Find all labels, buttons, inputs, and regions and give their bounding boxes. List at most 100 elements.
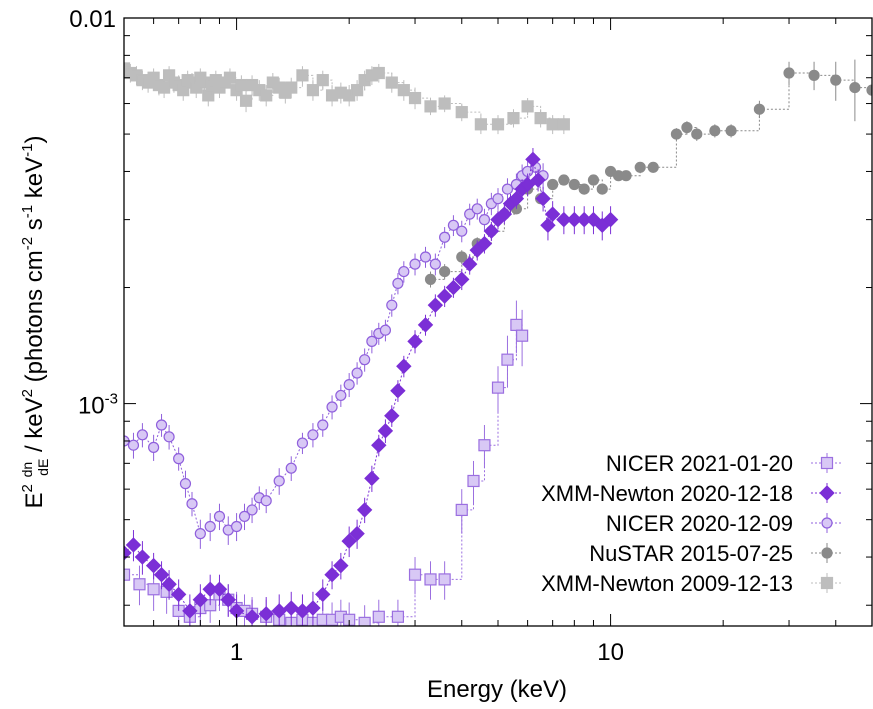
data-point bbox=[124, 545, 132, 561]
data-point bbox=[808, 69, 820, 81]
data-point bbox=[349, 525, 365, 542]
data-point bbox=[296, 437, 309, 449]
data-point bbox=[491, 118, 505, 131]
data-point bbox=[296, 69, 309, 82]
data-point bbox=[333, 557, 349, 574]
series-1-line bbox=[124, 159, 611, 618]
data-point bbox=[596, 183, 608, 195]
data-point bbox=[530, 172, 546, 188]
data-point bbox=[372, 610, 385, 623]
data-point bbox=[691, 128, 703, 140]
data-point bbox=[391, 610, 405, 623]
data-point bbox=[753, 103, 766, 115]
data-point bbox=[510, 318, 523, 331]
data-point bbox=[397, 84, 410, 97]
data-point bbox=[194, 528, 206, 540]
legend-item: XMM-Newton 2009-12-13 bbox=[541, 571, 843, 596]
data-point bbox=[471, 203, 483, 215]
data-point bbox=[429, 258, 441, 270]
data-point bbox=[461, 256, 478, 272]
data-point bbox=[436, 288, 453, 304]
data-point bbox=[384, 408, 400, 424]
legend-item: NICER 2021-01-20 bbox=[606, 451, 843, 476]
data-point bbox=[343, 379, 355, 391]
data-point bbox=[127, 439, 140, 451]
data-point bbox=[709, 125, 721, 137]
data-point bbox=[271, 603, 287, 619]
legend-label: NuSTAR 2015-07-25 bbox=[589, 541, 793, 566]
data-point bbox=[424, 573, 437, 586]
data-point bbox=[439, 265, 451, 278]
data-point bbox=[516, 329, 529, 342]
data-point bbox=[438, 97, 451, 110]
data-point bbox=[364, 470, 380, 487]
data-point bbox=[385, 76, 398, 89]
data-point bbox=[213, 510, 226, 522]
legend-label: XMM-Newton 2020-12-18 bbox=[541, 481, 793, 506]
x-axis-title: Energy (keV) bbox=[427, 676, 567, 703]
data-point bbox=[153, 566, 170, 583]
data-point bbox=[326, 401, 338, 413]
data-point bbox=[496, 206, 513, 222]
data-point bbox=[396, 358, 412, 374]
data-point bbox=[455, 106, 468, 119]
data-point bbox=[220, 592, 236, 608]
data-point bbox=[830, 74, 842, 86]
data-point bbox=[544, 206, 561, 222]
series-layer bbox=[124, 35, 872, 626]
legend-marker bbox=[820, 456, 834, 470]
data-point bbox=[568, 178, 580, 191]
data-point bbox=[525, 151, 541, 168]
data-point bbox=[483, 223, 500, 239]
legend-item: NuSTAR 2015-07-25 bbox=[589, 541, 843, 566]
x-tick-label: 1 bbox=[230, 639, 243, 666]
data-point bbox=[223, 71, 237, 84]
data-point bbox=[125, 537, 142, 553]
data-point bbox=[438, 573, 451, 586]
data-point bbox=[454, 271, 470, 288]
data-point bbox=[258, 606, 274, 622]
data-point bbox=[379, 324, 392, 336]
data-point bbox=[670, 128, 683, 140]
data-point bbox=[351, 367, 363, 379]
data-point bbox=[866, 84, 872, 96]
series-3-line bbox=[430, 72, 872, 280]
data-point bbox=[455, 503, 468, 517]
series-3 bbox=[424, 35, 872, 288]
data-point bbox=[317, 419, 329, 431]
data-point bbox=[409, 258, 421, 270]
data-point bbox=[407, 333, 423, 350]
data-point bbox=[260, 89, 273, 102]
data-point bbox=[408, 91, 422, 105]
legend-item: NICER 2020-12-09 bbox=[606, 511, 843, 536]
data-point bbox=[145, 557, 162, 574]
data-point bbox=[133, 578, 146, 591]
data-point bbox=[179, 478, 192, 490]
data-point bbox=[681, 121, 693, 134]
data-point bbox=[535, 190, 551, 207]
y-tick-label: 0.01 bbox=[69, 6, 116, 33]
data-point bbox=[647, 161, 659, 173]
legend-label: XMM-Newton 2009-12-13 bbox=[541, 571, 793, 596]
data-point bbox=[235, 78, 248, 92]
data-point bbox=[134, 549, 151, 565]
data-point bbox=[556, 211, 572, 228]
data-point bbox=[519, 176, 536, 193]
data-point bbox=[204, 520, 216, 533]
data-point bbox=[359, 354, 371, 366]
data-point bbox=[491, 381, 505, 394]
data-point bbox=[230, 520, 243, 533]
data-point bbox=[163, 431, 175, 443]
legend-marker bbox=[821, 547, 833, 559]
data-point bbox=[246, 504, 258, 516]
data-point bbox=[534, 112, 547, 125]
data-point bbox=[546, 118, 559, 131]
data-point bbox=[377, 423, 394, 439]
data-point bbox=[307, 429, 319, 441]
x-tick-label: 10 bbox=[597, 639, 624, 666]
data-point bbox=[173, 453, 185, 465]
legend-label: NICER 2020-12-09 bbox=[606, 511, 793, 536]
legend-item: XMM-Newton 2020-12-18 bbox=[541, 481, 843, 506]
data-point bbox=[285, 81, 298, 94]
data-point bbox=[390, 383, 406, 399]
